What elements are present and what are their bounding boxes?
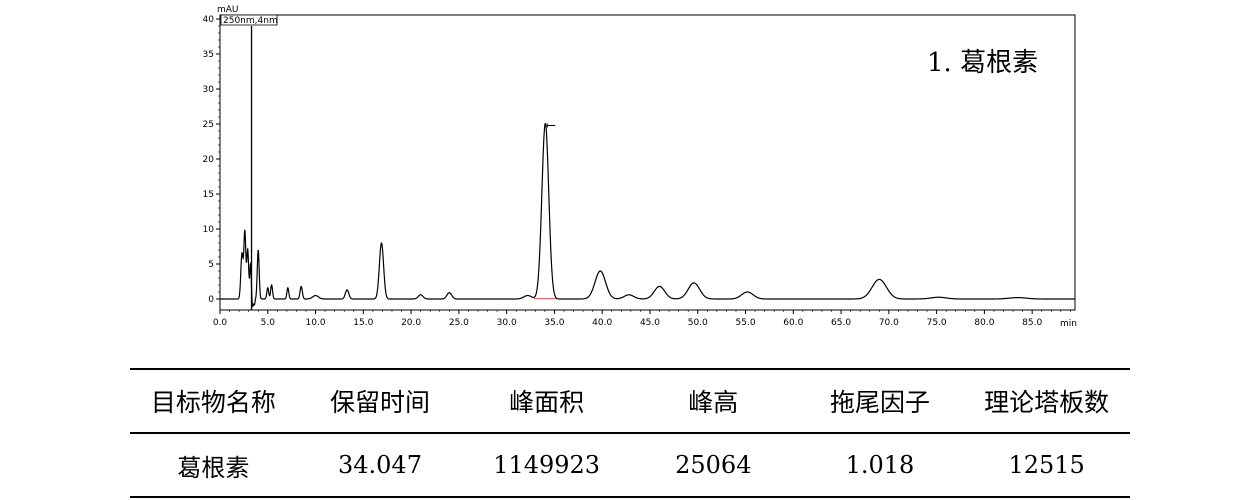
chromatogram-trace [220, 122, 1075, 308]
peak-marker [546, 123, 556, 128]
chromatogram-svg: mAU 250nm,4nm min 1. 葛根素 0 5 10 15 20 25 30 35 4… [203, 5, 1077, 329]
x-tick-label: 40.0 [592, 318, 612, 328]
y-tick-label: 0 [208, 295, 214, 305]
x-tick-label: 70.0 [879, 318, 899, 328]
cell-peak-height: 25064 [675, 451, 752, 479]
x-tick-label: 0.0 [213, 318, 228, 328]
cell-theoretical-plates: 12515 [1008, 451, 1085, 479]
table-row: 葛根素 34.047 1149923 25064 1.018 12515 [130, 433, 1130, 497]
x-tick-label: 20.0 [401, 318, 421, 328]
x-tick-label: 10.0 [306, 318, 326, 328]
header-theoretical-plates: 理论塔板数 [984, 388, 1110, 417]
table-header-row: 目标物名称 保留时间 峰面积 峰高 拖尾因子 理论塔板数 [130, 369, 1130, 433]
results-table-wrap: 目标物名称 保留时间 峰面积 峰高 拖尾因子 理论塔板数 葛根素 34.047 … [130, 368, 1130, 498]
y-tick-label: 5 [208, 260, 214, 270]
y-tick-label: 35 [203, 50, 214, 60]
header-peak-height: 峰高 [688, 388, 739, 417]
y-tick-label: 10 [203, 225, 215, 235]
y-tick-label: 25 [203, 120, 214, 130]
chromatogram-chart: mAU 250nm,4nm min 1. 葛根素 0 5 10 15 20 25 30 35 4… [203, 5, 1077, 329]
y-tick-label: 40 [203, 15, 215, 25]
y-axis-ticks: 0 5 10 15 20 25 30 35 40 [203, 15, 220, 305]
x-tick-label: 75.0 [927, 318, 947, 328]
cell-retention-time: 34.047 [337, 451, 422, 479]
x-tick-label: 55.0 [736, 318, 756, 328]
x-unit-label: min [1060, 319, 1077, 329]
header-retention-time: 保留时间 [329, 388, 430, 417]
x-tick-label: 85.0 [1022, 318, 1042, 328]
x-tick-label: 60.0 [783, 318, 803, 328]
x-tick-label: 35.0 [544, 318, 564, 328]
results-table: 目标物名称 保留时间 峰面积 峰高 拖尾因子 理论塔板数 葛根素 34.047 … [130, 368, 1130, 498]
x-tick-label: 65.0 [831, 318, 851, 328]
x-tick-label: 15.0 [353, 318, 373, 328]
channel-label-box [220, 14, 278, 26]
y-tick-label: 20 [203, 155, 215, 165]
header-compound-name: 目标物名称 [150, 388, 276, 417]
header-peak-area: 峰面积 [509, 388, 585, 417]
cell-peak-area: 1149923 [493, 451, 601, 479]
header-tailing-factor: 拖尾因子 [829, 388, 930, 417]
y-tick-label: 15 [203, 190, 214, 200]
channel-label: 250nm,4nm [223, 16, 278, 26]
x-tick-label: 25.0 [449, 318, 469, 328]
x-axis-ticks: 0.0 5.0 10.0 15.0 20.0 25.0 30.0 35.0 40.0 45.0 50… [213, 310, 1071, 328]
cell-compound-name: 葛根素 [177, 453, 250, 482]
plot-frame [219, 14, 1076, 311]
x-tick-label: 45.0 [640, 318, 660, 328]
y-tick-label: 30 [203, 85, 215, 95]
x-tick-label: 30.0 [497, 318, 517, 328]
x-tick-label: 80.0 [974, 318, 994, 328]
peak-annotation: 1. 葛根素 [927, 48, 1038, 78]
x-tick-label: 5.0 [261, 318, 276, 328]
cell-tailing-factor: 1.018 [845, 451, 915, 479]
x-tick-label: 50.0 [688, 318, 708, 328]
y-unit-label: mAU [217, 5, 239, 15]
